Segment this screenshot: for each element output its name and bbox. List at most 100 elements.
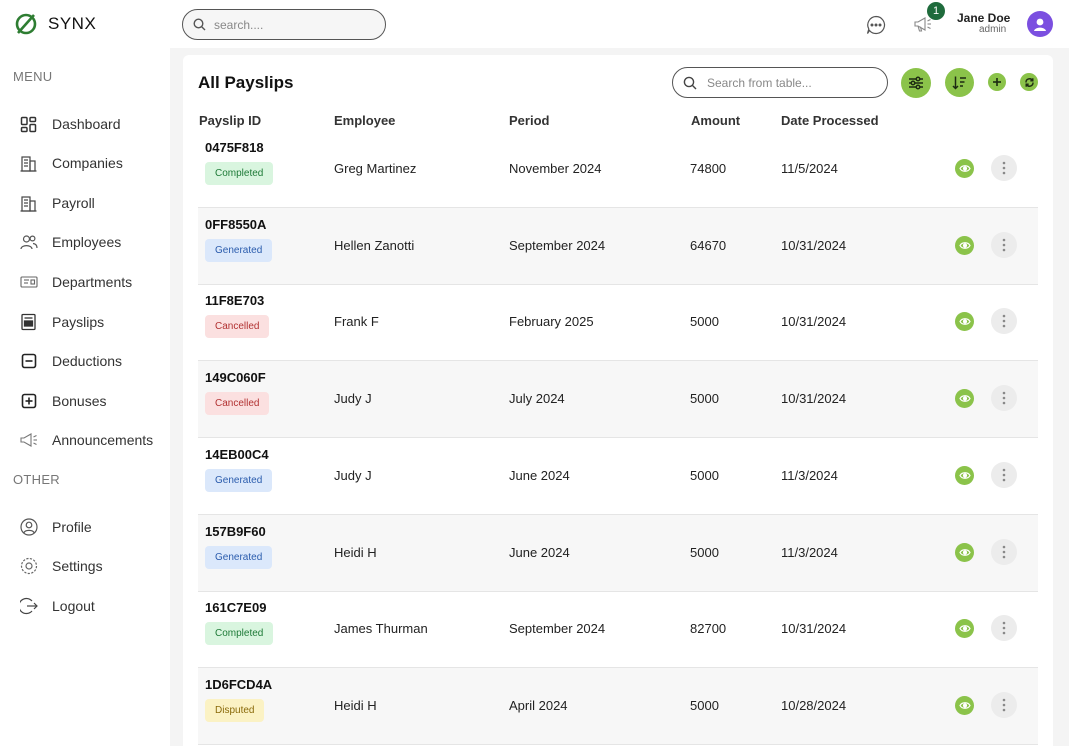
avatar[interactable]	[1027, 11, 1053, 37]
table-search-input[interactable]	[707, 75, 877, 90]
user-name: Jane Doe	[957, 11, 1011, 25]
minus-square-icon	[19, 352, 38, 371]
table-row[interactable]: 157B9F60 Generated Heidi H June 2024 5000 11/…	[198, 514, 1038, 592]
employee-name: Judy J	[334, 391, 372, 407]
date-processed: 10/31/2024	[781, 237, 847, 253]
view-button[interactable]	[955, 159, 974, 178]
table-row[interactable]: 149C060F Cancelled Judy J July 2024 5000 10/3…	[198, 361, 1038, 439]
notification-count-badge: 1	[927, 2, 945, 20]
more-actions-button[interactable]	[991, 385, 1017, 412]
more-actions-button[interactable]	[991, 231, 1017, 258]
amount: 82700	[690, 621, 727, 637]
sidebar-item-departments[interactable]: Departments	[19, 271, 132, 293]
amount: 5000	[690, 697, 719, 713]
more-actions-button[interactable]	[991, 615, 1017, 642]
table-row[interactable]: 1D6FCD4A Disputed Heidi H April 2024 5000 10/…	[198, 667, 1038, 745]
department-icon	[19, 273, 38, 292]
column-header-date-processed[interactable]: Date Processed	[781, 113, 879, 128]
date-processed: 11/5/2024	[781, 161, 838, 176]
add-payslip-button[interactable]	[988, 73, 1006, 91]
sidebar-item-profile[interactable]: Profile	[19, 516, 92, 538]
more-vertical-icon	[1002, 315, 1006, 328]
period: September 2024	[509, 621, 606, 637]
amount: 5000	[690, 391, 719, 407]
sidebar-item-deductions[interactable]: Deductions	[19, 350, 122, 372]
view-button[interactable]	[955, 235, 974, 255]
more-vertical-icon	[1002, 238, 1006, 251]
view-button[interactable]	[955, 389, 974, 409]
status-badge: Cancelled	[205, 392, 270, 416]
view-button[interactable]	[955, 542, 974, 562]
global-search[interactable]	[182, 9, 386, 40]
employee-name: Frank F	[334, 314, 379, 330]
settings-icon	[19, 557, 38, 576]
amount: 5000	[690, 314, 719, 330]
sort-icon	[952, 76, 966, 90]
payslip-id: 14EB00C4	[205, 446, 269, 462]
sidebar-item-settings[interactable]: Settings	[19, 555, 103, 577]
sidebar-item-employees[interactable]: Employees	[19, 231, 121, 253]
dashboard-icon	[19, 115, 38, 134]
sidebar-item-payroll[interactable]: Payroll	[19, 192, 95, 214]
more-actions-button[interactable]	[991, 538, 1017, 565]
table-search[interactable]	[672, 67, 888, 98]
global-search-input[interactable]	[214, 17, 364, 32]
sidebar-item-logout[interactable]: Logout	[19, 595, 95, 617]
date-processed: 10/31/2024	[781, 621, 847, 637]
period: November 2024	[509, 161, 602, 176]
refresh-button[interactable]	[1020, 73, 1038, 91]
more-actions-button[interactable]	[991, 308, 1017, 335]
sidebar-item-label: Payroll	[52, 195, 95, 211]
sidebar-item-companies[interactable]: Companies	[19, 152, 123, 174]
sidebar-item-payslips[interactable]: Payslips	[19, 311, 104, 333]
synx-logo-icon	[15, 13, 37, 35]
column-header-payslip-id[interactable]: Payslip ID	[199, 113, 262, 128]
employee-name: James Thurman	[334, 621, 428, 637]
more-actions-button[interactable]	[991, 461, 1017, 488]
column-header-period[interactable]: Period	[509, 113, 550, 128]
employee-name: Heidi H	[334, 544, 377, 560]
table-row[interactable]: 0475F818 Completed Greg Martinez November 2…	[198, 131, 1038, 208]
megaphone-icon	[914, 17, 931, 32]
notifications-button[interactable]	[912, 14, 934, 36]
table-row[interactable]: 14EB00C4 Generated Judy J June 2024 5000 11/3…	[198, 438, 1038, 515]
table-row[interactable]: 161C7E09 Completed James Thurman September …	[198, 591, 1038, 669]
payslip-id: 11F8E703	[205, 293, 265, 309]
view-button[interactable]	[955, 465, 974, 485]
column-header-amount[interactable]: Amount	[691, 113, 741, 128]
sort-button[interactable]	[945, 68, 974, 97]
megaphone-icon	[19, 431, 38, 450]
page-title: All Payslips	[198, 73, 294, 92]
status-badge: Disputed	[205, 698, 265, 722]
sidebar-item-label: Settings	[52, 558, 103, 574]
filter-button[interactable]	[901, 68, 931, 98]
sidebar-item-bonuses[interactable]: Bonuses	[19, 390, 106, 412]
eye-icon	[958, 241, 971, 249]
period: July 2024	[509, 391, 565, 407]
plus-square-icon	[19, 392, 38, 411]
sidebar-item-label: Employees	[52, 234, 122, 250]
table-row[interactable]: 11F8E703 Cancelled Frank F February 2025 500…	[198, 284, 1038, 362]
view-button[interactable]	[955, 312, 974, 332]
sidebar-item-label: Departments	[52, 274, 133, 290]
users-icon	[19, 233, 38, 252]
more-actions-button[interactable]	[991, 691, 1017, 718]
sidebar-item-label: Deductions	[52, 353, 123, 369]
app-logo[interactable]: SYNX	[14, 12, 96, 36]
sidebar-item-dashboard[interactable]: Dashboard	[19, 113, 121, 135]
status-badge: Completed	[205, 622, 274, 646]
table-row[interactable]: 0FF8550A Generated Hellen Zanotti September…	[198, 207, 1038, 285]
search-icon	[193, 18, 206, 31]
sidebar-item-announcements[interactable]: Announcements	[19, 429, 153, 451]
view-button[interactable]	[955, 619, 974, 639]
more-actions-button[interactable]	[991, 155, 1017, 181]
view-button[interactable]	[955, 695, 974, 715]
employee-name: Heidi H	[334, 697, 377, 713]
sidebar: SYNX MENU Dashboard Companies Payroll Em…	[0, 0, 170, 746]
amount: 5000	[690, 544, 719, 560]
amount: 5000	[690, 467, 719, 483]
column-header-employee[interactable]: Employee	[334, 113, 396, 128]
status-badge: Cancelled	[205, 315, 270, 339]
chat-icon	[866, 15, 886, 35]
chat-button[interactable]	[865, 14, 887, 36]
